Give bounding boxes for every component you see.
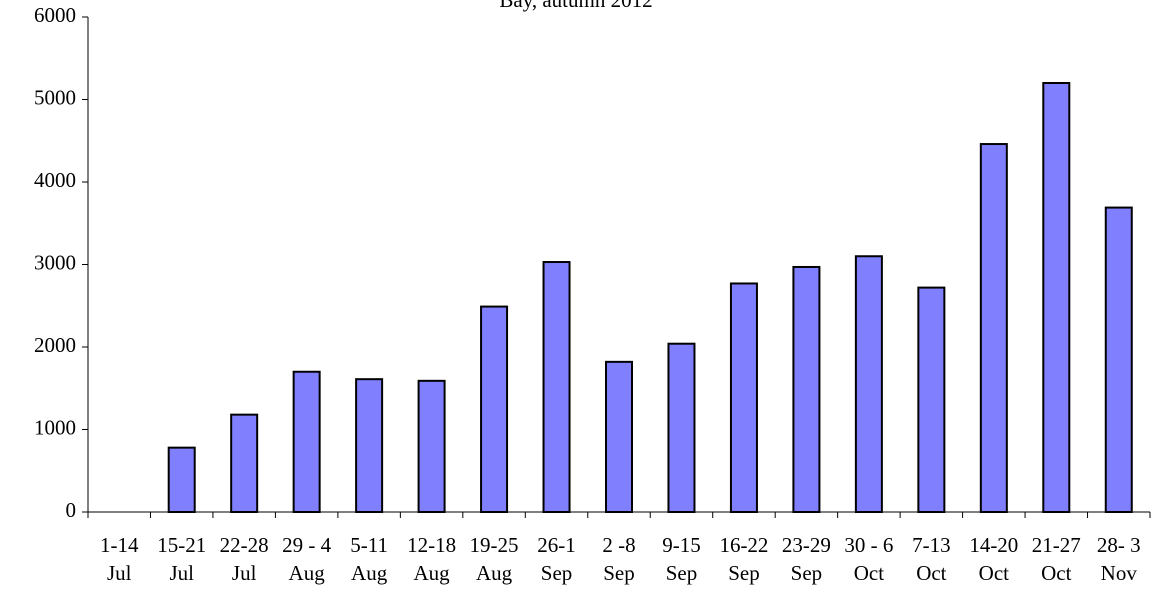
x-tick-label: 1-14 <box>100 533 139 557</box>
bar <box>230 413 259 513</box>
x-tick-label: Oct <box>979 561 1009 585</box>
x-tick-label: Jul <box>169 561 194 585</box>
bar <box>167 446 196 513</box>
y-tick-label: 5000 <box>34 85 76 109</box>
bar <box>1042 82 1071 513</box>
x-tick-label: Aug <box>414 561 451 585</box>
bar <box>792 265 821 513</box>
x-tick-label: Sep <box>603 561 635 585</box>
x-tick-label: 15-21 <box>157 533 206 557</box>
x-tick-label: Aug <box>351 561 388 585</box>
x-tick-label: Oct <box>1041 561 1071 585</box>
x-tick-label: 14-20 <box>969 533 1018 557</box>
x-tick-label: Nov <box>1101 561 1138 585</box>
bar <box>605 360 633 513</box>
x-tick-label: 26-1 <box>537 533 576 557</box>
y-tick-label: 4000 <box>34 168 76 192</box>
y-tick-label: 0 <box>66 498 77 522</box>
y-tick-label: 6000 <box>34 3 76 27</box>
bar <box>979 143 1008 514</box>
bar <box>854 255 883 513</box>
bar <box>729 282 758 513</box>
x-tick-label: 5-11 <box>350 533 388 557</box>
x-tick-label: Oct <box>854 561 884 585</box>
x-tick-label: 23-29 <box>782 533 831 557</box>
bar <box>355 378 384 513</box>
bar <box>1104 206 1133 513</box>
x-tick-label: Jul <box>107 561 132 585</box>
x-tick-label: 19-25 <box>470 533 519 557</box>
y-tick-label: 1000 <box>34 415 76 439</box>
bar <box>480 305 509 514</box>
x-tick-label: Sep <box>791 561 823 585</box>
y-tick-label: 3000 <box>34 250 76 274</box>
bar <box>667 342 696 514</box>
x-tick-label: 29 - 4 <box>282 533 331 557</box>
x-tick-label: 22-28 <box>220 533 269 557</box>
x-tick-label: 28- 3 <box>1097 533 1141 557</box>
chart-title: Bay, autumn 2012 <box>499 0 652 12</box>
bar <box>417 379 446 514</box>
x-tick-label: Sep <box>541 561 573 585</box>
x-tick-label: Aug <box>476 561 513 585</box>
bar <box>917 286 946 513</box>
x-tick-label: Oct <box>916 561 946 585</box>
x-tick-label: Sep <box>666 561 698 585</box>
bar <box>542 261 571 513</box>
y-tick-label: 2000 <box>34 333 76 357</box>
x-tick-label: Aug <box>289 561 326 585</box>
x-tick-label: 21-27 <box>1032 533 1081 557</box>
x-tick-label: Jul <box>232 561 257 585</box>
bar <box>292 370 321 513</box>
x-tick-label: 2 -8 <box>602 533 635 557</box>
x-tick-label: 16-22 <box>719 533 768 557</box>
x-tick-label: 7-13 <box>912 533 951 557</box>
x-tick-label: 30 - 6 <box>844 533 893 557</box>
x-tick-label: Sep <box>728 561 760 585</box>
x-tick-label: 9-15 <box>662 533 701 557</box>
x-tick-label: 12-18 <box>407 533 456 557</box>
